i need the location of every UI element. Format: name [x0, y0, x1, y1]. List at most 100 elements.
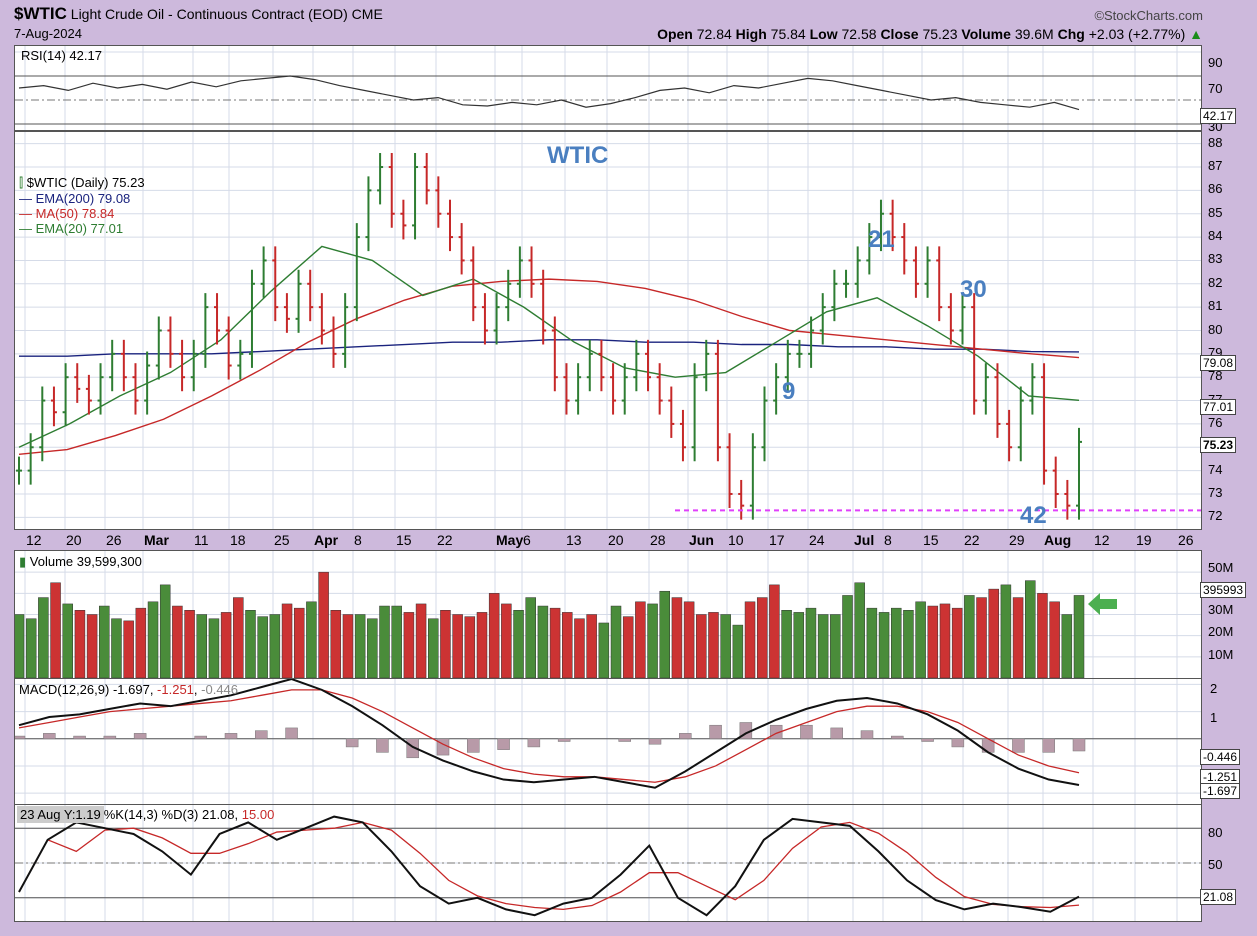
volume-bar	[623, 617, 633, 678]
rsi-line	[19, 76, 1079, 110]
price-tick-label: 74	[1208, 462, 1222, 477]
stoch-tick-80: 80	[1208, 825, 1222, 840]
macd-hist-bar	[1043, 739, 1055, 753]
x-tick-label: 11	[194, 532, 209, 548]
stoch-panel[interactable]: 23 Aug Y:1.19 %K(14,3) %D(3) 21.08, 15.00	[14, 804, 1202, 922]
chg-value: +2.03 (+2.77%)	[1089, 26, 1186, 42]
price-series-label: ⫿ $WTIC (Daily) 75.23	[19, 175, 145, 191]
macd-value: -1.697	[113, 682, 150, 697]
price-tick-label: 76	[1208, 415, 1222, 430]
chg-label: Chg	[1058, 26, 1085, 42]
close-tag: 75.23	[1200, 437, 1236, 453]
macd-hist-bar	[104, 736, 116, 739]
volume-tag: 395993	[1200, 582, 1246, 598]
volume-bar	[903, 610, 913, 678]
volume-bar	[1050, 602, 1060, 678]
volume-bar	[562, 612, 572, 678]
ema20-label: EMA(20) 77.01	[36, 221, 123, 236]
volume-bar	[416, 604, 426, 678]
macd-line-tag: -1.697	[1200, 783, 1240, 799]
open-value: 72.84	[697, 26, 732, 42]
ema200-label: EMA(200) 79.08	[36, 191, 131, 206]
price-tick-label: 81	[1208, 298, 1222, 313]
volume-bar	[879, 612, 889, 678]
volume-bar	[355, 615, 365, 679]
vol-tick-30m: 30M	[1208, 602, 1233, 617]
macd-title-prefix: MACD(12,26,9)	[19, 682, 109, 697]
macd-hist-bar	[558, 739, 570, 742]
macd-hist-bar	[891, 736, 903, 739]
stoch-tag: 21.08	[1200, 889, 1236, 905]
macd-hist-bar	[15, 736, 25, 739]
price-title: $WTIC (Daily) 75.23	[27, 175, 145, 190]
volume-panel[interactable]: ▮ Volume 39,599,300	[14, 550, 1202, 679]
volume-bar	[245, 610, 255, 678]
volume-bar	[891, 608, 901, 678]
ma-line	[19, 246, 1079, 447]
macd-signal-line	[19, 690, 1079, 782]
price-panel[interactable]: ⫿ $WTIC (Daily) 75.23 — EMA(200) 79.08 —…	[14, 131, 1202, 530]
volume-bar	[63, 604, 73, 678]
price-tick-label: 84	[1208, 228, 1222, 243]
ema20-legend: — EMA(20) 77.01	[19, 221, 145, 236]
x-tick-label: 15	[396, 532, 412, 548]
volume-bar	[185, 610, 195, 678]
volume-bar	[940, 604, 950, 678]
volume-bar	[684, 602, 694, 678]
macd-hist-value: -0.446	[201, 682, 238, 697]
volume-bar	[453, 615, 463, 679]
volume-bar	[855, 583, 865, 678]
x-tick-label: 13	[566, 532, 582, 548]
volume-bar	[477, 612, 487, 678]
volume-bar	[928, 606, 938, 678]
macd-hist-bar	[498, 739, 510, 750]
volume-bar	[1025, 581, 1035, 678]
rsi-panel[interactable]: RSI(14) 42.17	[14, 45, 1202, 131]
volume-bar	[197, 615, 207, 679]
macd-hist-bar	[43, 733, 55, 738]
volume-bar	[75, 610, 85, 678]
volume-bar	[818, 615, 828, 679]
vol-tick-50m: 50M	[1208, 560, 1233, 575]
watermark[interactable]: ©StockCharts.com	[1094, 8, 1203, 23]
x-tick-label: 12	[1094, 532, 1110, 548]
volume-bar	[404, 612, 414, 678]
rsi-tick-90: 90	[1208, 55, 1222, 70]
volume-bar	[331, 610, 341, 678]
high-value: 75.84	[771, 26, 806, 42]
volume-bar	[1062, 615, 1072, 679]
macd-panel[interactable]: MACD(12,26,9) -1.697, -1.251, -0.446	[14, 678, 1202, 805]
crosshair-readout: 23 Aug Y:1.19	[17, 806, 104, 823]
volume-bar	[38, 598, 48, 678]
rsi-title: RSI(14) 42.17	[21, 48, 102, 63]
volume-bar	[270, 615, 280, 679]
price-tick-label: 82	[1208, 275, 1222, 290]
x-tick-label: 12	[26, 532, 42, 548]
rsi-svg	[15, 46, 1201, 130]
stoch-title: %K(14,3) %D(3) 21.08,	[104, 807, 238, 822]
price-legend: ⫿ $WTIC (Daily) 75.23 — EMA(200) 79.08 —…	[19, 175, 145, 236]
volume-bar	[952, 608, 962, 678]
close-value: 75.23	[922, 26, 957, 42]
volume-bar	[648, 604, 658, 678]
annotation-42: 42	[1020, 502, 1047, 530]
volume-bar	[830, 615, 840, 679]
volume-bar	[367, 619, 377, 678]
volume-bar	[294, 608, 304, 678]
rsi-value-tag: 42.17	[1200, 108, 1236, 124]
x-tick-label: 22	[964, 532, 980, 548]
volume-bar	[428, 619, 438, 678]
volume-bar	[26, 619, 36, 678]
volume-bar	[160, 585, 170, 678]
x-tick-label: 26	[1178, 532, 1194, 548]
macd-hist-bar	[679, 733, 691, 738]
macd-hist-bar	[195, 736, 207, 739]
stoch-d-value: 15.00	[242, 807, 275, 822]
x-tick-label: Mar	[144, 532, 169, 548]
x-tick-label: Jun	[689, 532, 714, 548]
macd-hist-bar	[225, 733, 237, 738]
volume-bar	[733, 625, 743, 678]
volume-bar	[977, 598, 987, 678]
volume-bar	[794, 612, 804, 678]
x-tick-label: 26	[106, 532, 122, 548]
